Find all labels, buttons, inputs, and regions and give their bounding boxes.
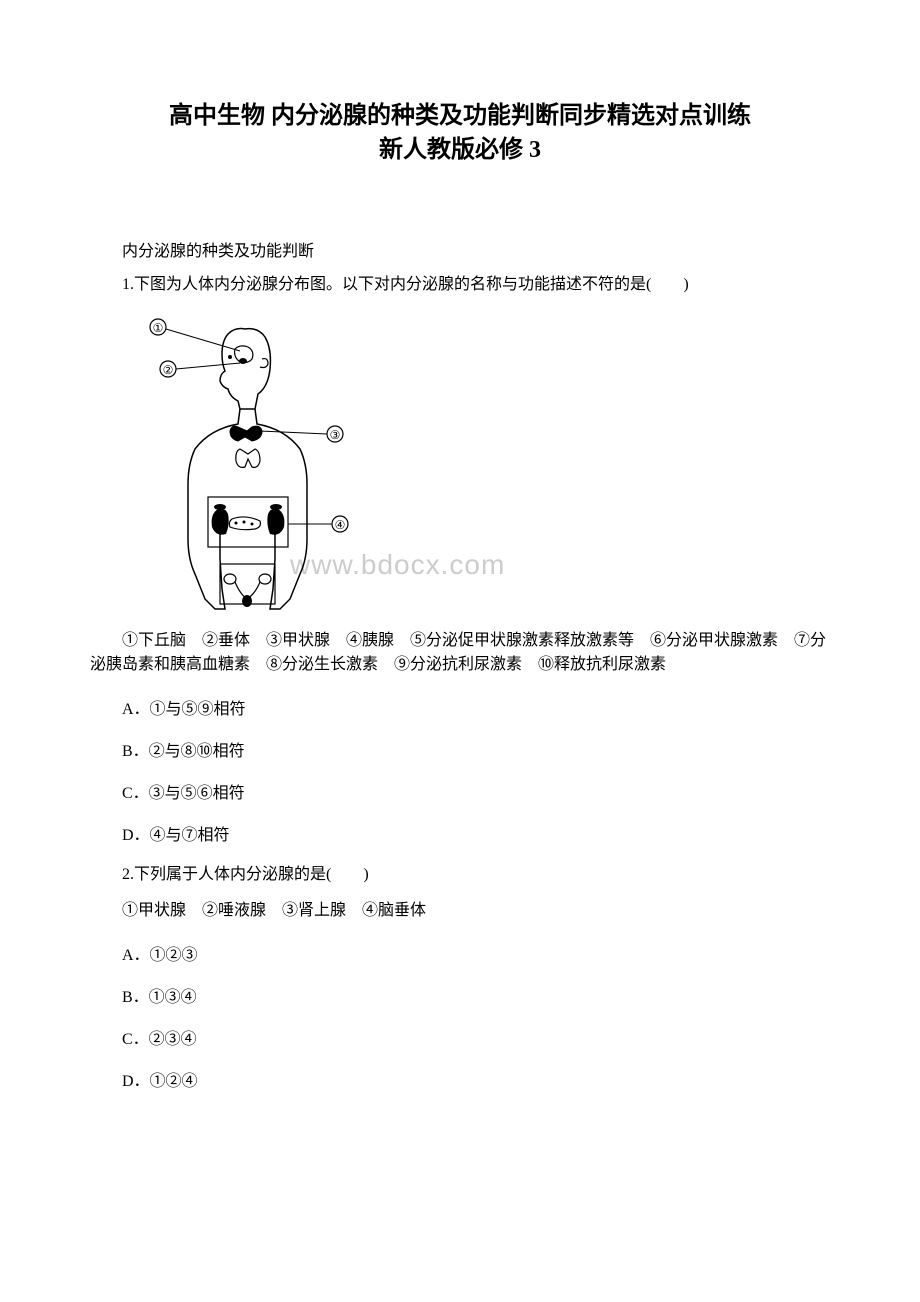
q1-option-d: D．④与⑦相符 xyxy=(90,821,830,845)
q1-option-b: B．②与⑧⑩相符 xyxy=(90,737,830,761)
q2-option-b: B．①③④ xyxy=(90,983,830,1007)
diagram-label-2: ② xyxy=(163,363,174,377)
q1-callout: ①下丘脑 ②垂体 ③甲状腺 ④胰腺 ⑤分泌促甲状腺激素释放激素等 ⑥分泌甲状腺激… xyxy=(90,629,830,677)
document-title: 高中生物 内分泌腺的种类及功能判断同步精选对点训练 新人教版必修 3 xyxy=(90,100,830,167)
q2-option-a: A．①②③ xyxy=(90,941,830,965)
title-line-2: 新人教版必修 3 xyxy=(379,137,541,163)
diagram-label-3: ③ xyxy=(330,428,341,442)
q2-option-c: C．②③④ xyxy=(90,1025,830,1049)
title-line-1: 高中生物 内分泌腺的种类及功能判断同步精选对点训练 xyxy=(169,103,751,129)
diagram-label-4: ④ xyxy=(335,518,346,532)
question-1: 1.下图为人体内分泌腺分布图。以下对内分泌腺的名称与功能描述不符的是( ) xyxy=(90,273,830,845)
q1-option-c: C．③与⑤⑥相符 xyxy=(90,779,830,803)
q2-items: ①甲状腺 ②唾液腺 ③肾上腺 ④脑垂体 xyxy=(90,899,830,923)
q1-diagram: ① ② ③ ④ www.bdocx.com xyxy=(140,309,420,619)
q2-option-d: D．①②④ xyxy=(90,1067,830,1091)
section-heading: 内分泌腺的种类及功能判断 xyxy=(90,237,830,261)
diagram-label-1: ① xyxy=(153,321,164,335)
q2-stem: 2.下列属于人体内分泌腺的是( ) xyxy=(90,863,830,887)
q1-option-a: A．①与⑤⑨相符 xyxy=(90,695,830,719)
q1-stem: 1.下图为人体内分泌腺分布图。以下对内分泌腺的名称与功能描述不符的是( ) xyxy=(90,273,830,297)
human-body-diagram: ① ② ③ ④ xyxy=(140,309,420,619)
question-2: 2.下列属于人体内分泌腺的是( ) ①甲状腺 ②唾液腺 ③肾上腺 ④脑垂体 A．… xyxy=(90,863,830,1091)
